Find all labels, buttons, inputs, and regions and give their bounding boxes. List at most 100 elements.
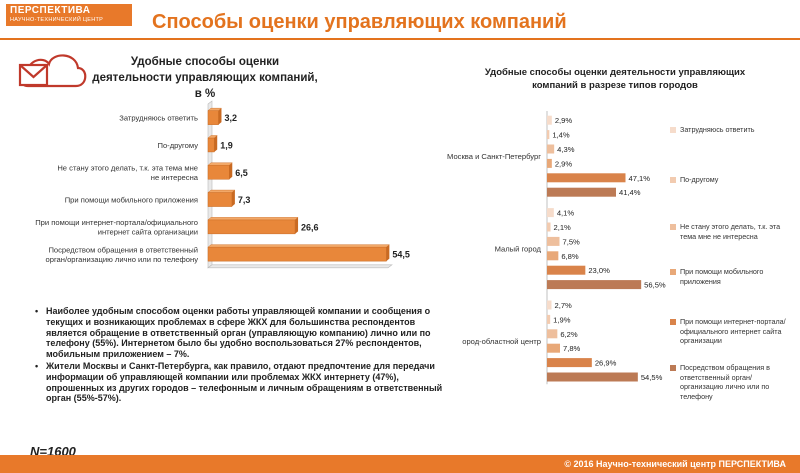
chart2-value-label: 2,9% — [555, 116, 573, 125]
legend-swatch — [670, 127, 676, 133]
chart1-bar-side — [386, 244, 390, 262]
chart1-bar-side — [214, 135, 218, 152]
chart2-bar — [547, 358, 592, 368]
legend-label: При помощи мобильного приложения — [680, 267, 764, 286]
chart2-bar — [547, 208, 554, 218]
chart1-category-label: По-другому — [157, 141, 198, 150]
chart1-total-methods: 3,2 Затрудняюсь ответить 1,9 По-другому 6,5 Н… — [35, 100, 410, 269]
page-title: Способы оценки управляющих компаний — [152, 11, 567, 33]
chart1-bar — [207, 192, 233, 207]
chart1-bar-side — [218, 108, 222, 125]
legend-item: При помощи интернет-портала/официального… — [670, 317, 794, 346]
chart2-value-label: 54,5% — [641, 373, 663, 382]
chart1-category-label: При помощи мобильного приложения — [65, 196, 198, 205]
legend-item: Затрудняюсь ответить — [670, 125, 794, 135]
chart2-bar — [547, 372, 638, 382]
chart1-category-label: Затрудняюсь ответить — [119, 114, 198, 123]
chart1-title: Удобные способы оценки деятельности упра… — [92, 56, 318, 100]
legend-item: При помощи мобильного приложения — [670, 267, 794, 286]
logo: ПЕРСПЕКТИВА НАУЧНО-ТЕХНИЧЕСКИЙ ЦЕНТР — [6, 4, 132, 26]
chart2-value-label: 6,2% — [560, 330, 578, 339]
legend-label: По-другому — [680, 175, 719, 184]
chart2-value-label: 56,5% — [644, 281, 666, 290]
chart1-value-label: 1,9 — [220, 140, 233, 150]
chart2-group-label: Малый город — [495, 245, 542, 254]
chart2-value-label: 2,9% — [555, 159, 573, 168]
chart1-bar — [207, 246, 387, 262]
logo-subtitle: НАУЧНО-ТЕХНИЧЕСКИЙ ЦЕНТР — [10, 17, 104, 23]
chart2-value-label: 23,0% — [588, 266, 610, 275]
chart2-bar — [547, 236, 560, 246]
chart1-bar-side — [295, 217, 299, 234]
legend-label: Посредством обращения в ответственный ор… — [680, 363, 770, 401]
chart2-bar — [547, 187, 616, 197]
findings-list: Наиболее удобным способом оценки работы … — [34, 306, 458, 405]
chart2-bar — [547, 144, 555, 154]
title-divider — [0, 38, 800, 40]
chart1-value-label: 7,3 — [238, 195, 251, 205]
envelope-cloud-icon — [18, 54, 87, 88]
chart1-bar-top — [207, 107, 223, 111]
chart2-title: Удобные способы оценки деятельности упра… — [484, 67, 746, 91]
chart1-bar-top — [207, 217, 299, 221]
logo-name: ПЕРСПЕКТИВА — [10, 5, 91, 16]
chart2-bar — [547, 280, 642, 290]
chart2-value-label: 1,4% — [552, 131, 570, 140]
chart2-bar — [547, 265, 586, 275]
legend-item: Посредством обращения в ответственный ор… — [670, 363, 794, 401]
chart1-bar — [207, 110, 219, 125]
legend-swatch — [670, 224, 676, 230]
chart2-value-label: 47,1% — [629, 174, 651, 183]
chart1-bar-side — [229, 162, 233, 180]
chart1-value-label: 54,5 — [392, 250, 410, 260]
chart2-value-label: 4,3% — [557, 145, 575, 154]
legend-item: Не стану этого делать, т.к. эта тема мне… — [670, 222, 794, 241]
chart1-bar-top — [207, 244, 390, 248]
chart2-bar — [547, 251, 559, 261]
chart1-axis-floor — [207, 264, 393, 269]
chart1-category-label: Не стану этого делать, т.к. эта тема мне… — [57, 164, 198, 183]
chart1-value-label: 6,5 — [235, 168, 248, 178]
chart1-bar-top — [207, 135, 218, 139]
chart1-category-label: Посредством обращения в ответственный орг… — [46, 245, 199, 264]
chart2-bar — [547, 158, 552, 168]
chart2-value-label: 1,9% — [553, 315, 571, 324]
chart1-bar — [207, 219, 296, 235]
chart2-bar — [547, 300, 552, 310]
legend-label: Затрудняюсь ответить — [680, 125, 755, 134]
chart2-bar — [547, 329, 558, 339]
chart1-axis-wall — [207, 100, 213, 269]
legend-swatch — [670, 365, 676, 371]
chart2-value-label: 4,1% — [557, 209, 575, 218]
chart2-bar — [547, 115, 552, 125]
chart2-value-label: 7,8% — [563, 344, 581, 353]
chart2-bar — [547, 343, 560, 353]
chart2-group-label: Москва и Санкт-Петербург — [447, 152, 541, 161]
chart1-value-label: 3,2 — [224, 113, 237, 123]
legend-item: По-другому — [670, 175, 794, 185]
chart2-bar — [547, 130, 550, 140]
chart1-bar-side — [231, 190, 235, 207]
chart2-value-label: 26,9% — [595, 359, 617, 368]
chart2-value-label: 2,1% — [554, 223, 572, 232]
legend-swatch — [670, 319, 676, 325]
legend-swatch — [670, 177, 676, 183]
chart1-bar — [207, 165, 230, 180]
legend-label: При помощи интернет-портала/официального… — [680, 317, 786, 345]
chart1-category-label: При помощи интернет-портала/официального… — [35, 218, 198, 237]
legend-label: Не стану этого делать, т.к. эта тема мне… — [680, 222, 781, 241]
chart2-by-city-type: 2,9% 1,4% 4,3% 2,9% 47,1% 41,4% Москва и Санкт… — [447, 111, 666, 385]
chart2-bar — [547, 173, 626, 183]
chart1-bar — [207, 137, 215, 153]
chart2-bar — [547, 222, 551, 232]
chart2-value-label: 7,5% — [563, 237, 581, 246]
chart1-value-label: 26,6 — [301, 222, 319, 232]
chart2-value-label: 2,7% — [555, 301, 573, 310]
chart1-bar-top — [207, 189, 236, 193]
chart2-value-label: 41,4% — [619, 188, 641, 197]
chart2-value-label: 6,8% — [561, 252, 579, 261]
chart2-bar — [547, 314, 551, 324]
chart1-bar-top — [207, 162, 233, 166]
finding-item: Наиболее удобным способом оценки работы … — [35, 306, 458, 360]
chart2-group-label: ород-областной центр — [462, 337, 541, 346]
